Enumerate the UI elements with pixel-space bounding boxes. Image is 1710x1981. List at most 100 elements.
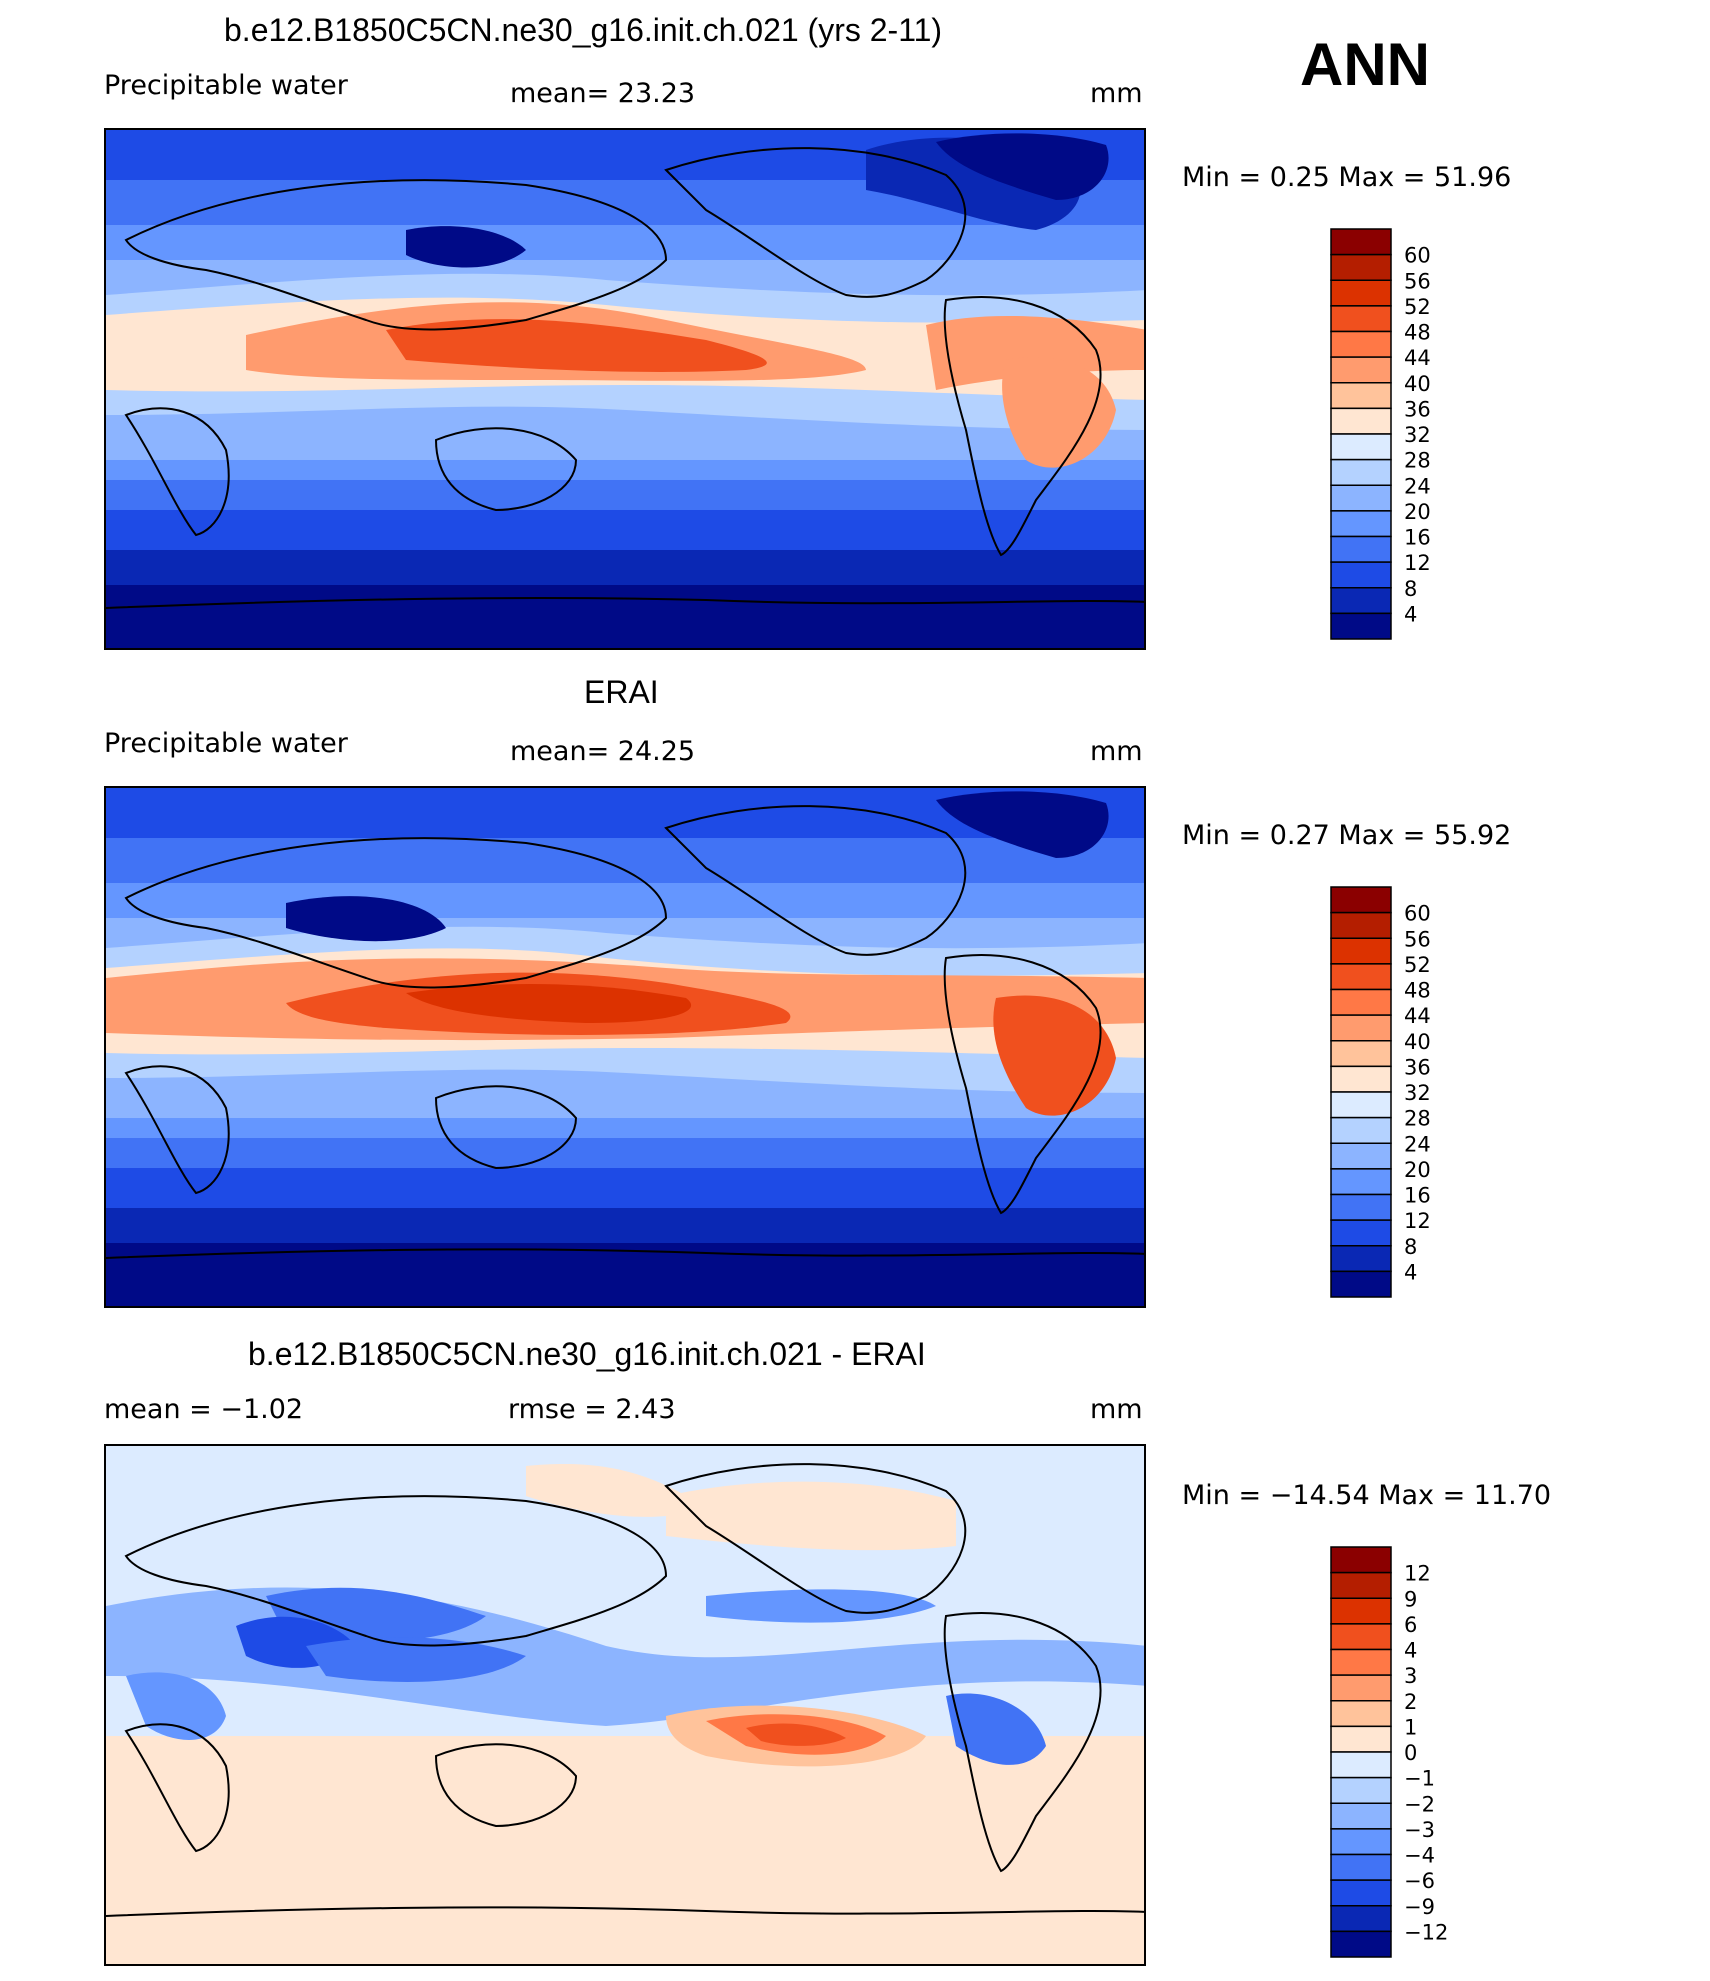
colorbar-tick-label: 12 (1404, 1562, 1431, 1586)
panel-1-minmax: Min = 0.25 Max = 51.96 (1182, 162, 1512, 193)
colorbar-tick-label: −4 (1404, 1844, 1435, 1868)
colorbar-tick-label: 56 (1404, 927, 1431, 951)
colorbar-tick-label: 12 (1404, 551, 1431, 575)
colorbar-tick-label: 6 (1404, 1613, 1417, 1637)
panel-2-minmax: Min = 0.27 Max = 55.92 (1182, 820, 1512, 851)
colorbar-tick-label: 44 (1404, 346, 1431, 370)
panel-2-variable-label: Precipitable water (104, 728, 348, 759)
panel-3-field-plot (106, 1446, 1144, 1964)
colorbar-swatch (1330, 1270, 1392, 1298)
colorbar-swatch (1330, 279, 1392, 307)
colorbar-tick-label: 32 (1404, 423, 1431, 447)
colorbar-tick-label: −2 (1404, 1792, 1435, 1816)
colorbar-tick-label: 16 (1404, 1184, 1431, 1208)
colorbar-tick-label: 44 (1404, 1004, 1431, 1028)
colorbar-swatch (1330, 1853, 1392, 1881)
colorbar-swatch (1330, 535, 1392, 563)
colorbar-swatch (1330, 228, 1392, 256)
colorbar-swatch (1330, 1219, 1392, 1247)
colorbar-tick-label: −1 (1404, 1767, 1435, 1791)
panel-1-title: b.e12.B1850C5CN.ne30_g16.init.ch.021 (yr… (224, 12, 943, 48)
colorbar-swatch (1330, 937, 1392, 965)
panel-2-units-label: mm (1090, 736, 1143, 767)
panel-2-mean-label: mean= 24.25 (510, 736, 696, 767)
colorbar-swatch (1330, 484, 1392, 512)
colorbar-tick-label: 8 (1404, 1235, 1417, 1259)
colorbar-tick-label: 24 (1404, 474, 1431, 498)
colorbar-swatch (1330, 433, 1392, 461)
panel-3-rmse-label: rmse = 2.43 (508, 1394, 676, 1425)
colorbar-swatch (1330, 458, 1392, 486)
colorbar-tick-label: 52 (1404, 295, 1431, 319)
colorbar-tick-label: −3 (1404, 1818, 1435, 1842)
colorbar-tick-label: 1 (1404, 1715, 1417, 1739)
panel-2-colorbar: 60 56 52 48 44 40 36 32 28 24 20 16 12 8 4 (1330, 886, 1450, 1298)
colorbar-tick-label: 0 (1404, 1741, 1417, 1765)
colorbar-tick-label: 9 (1404, 1587, 1417, 1611)
colorbar-swatch (1330, 1700, 1392, 1728)
colorbar-tick-label: 4 (1404, 1260, 1417, 1284)
panel-2-title: ERAI (584, 674, 659, 710)
colorbar-swatch (1330, 1065, 1392, 1093)
colorbar-tick-label: −6 (1404, 1869, 1435, 1893)
colorbar-swatch (1330, 911, 1392, 939)
colorbar-tick-label: 36 (1404, 1055, 1431, 1079)
colorbar-swatch (1330, 382, 1392, 410)
panel-1-map (104, 128, 1146, 650)
colorbar-swatch (1330, 1623, 1392, 1651)
colorbar-swatch (1330, 963, 1392, 991)
colorbar-swatch (1330, 1751, 1392, 1779)
panel-3-minmax: Min = −14.54 Max = 11.70 (1182, 1480, 1552, 1511)
panel-2-map (104, 786, 1146, 1308)
panel-1-mean-label: mean= 23.23 (510, 78, 696, 109)
colorbar-swatch (1330, 1091, 1392, 1119)
colorbar-swatch (1330, 330, 1392, 358)
panel-3-colorbar: 12 9 6 4 3 2 1 0 −1 −2 −3 −4 −6 −9 −12 (1330, 1546, 1450, 1958)
colorbar-swatch (1330, 612, 1392, 640)
colorbar-swatch (1330, 1014, 1392, 1042)
colorbar-swatch (1330, 407, 1392, 435)
colorbar-tick-label: 24 (1404, 1132, 1431, 1156)
colorbar-swatch (1330, 886, 1392, 914)
panel-1-field-plot (106, 130, 1144, 648)
colorbar-tick-label: 3 (1404, 1664, 1417, 1688)
colorbar-tick-label: 16 (1404, 526, 1431, 550)
panel-2-field-plot (106, 788, 1144, 1306)
colorbar-swatch (1330, 356, 1392, 384)
colorbar-tick-label: 36 (1404, 397, 1431, 421)
season-label: ANN (1300, 31, 1430, 98)
colorbar-swatch (1330, 1597, 1392, 1625)
colorbar-tick-label: 8 (1404, 577, 1417, 601)
panel-1-units-label: mm (1090, 78, 1143, 109)
colorbar-tick-label: −9 (1404, 1895, 1435, 1919)
colorbar-tick-label: 60 (1404, 902, 1431, 926)
colorbar-swatch (1330, 1245, 1392, 1273)
colorbar-tick-label: −12 (1404, 1920, 1448, 1944)
colorbar-swatch (1330, 1040, 1392, 1068)
colorbar-tick-label: 20 (1404, 500, 1431, 524)
panel-1-variable-label: Precipitable water (104, 70, 348, 101)
colorbar-swatch (1330, 253, 1392, 281)
colorbar-tick-label: 28 (1404, 1107, 1431, 1131)
colorbar-swatch (1330, 1142, 1392, 1170)
panel-1-colorbar: 60 56 52 48 44 40 36 32 28 24 20 16 12 8 4 (1330, 228, 1450, 640)
colorbar-swatch (1330, 1193, 1392, 1221)
colorbar-tick-label: 28 (1404, 449, 1431, 473)
colorbar-tick-label: 40 (1404, 1030, 1431, 1054)
panel-3-title: b.e12.B1850C5CN.ne30_g16.init.ch.021 - E… (248, 1336, 926, 1372)
colorbar-tick-label: 32 (1404, 1081, 1431, 1105)
colorbar-tick-label: 12 (1404, 1209, 1431, 1233)
colorbar-swatch (1330, 1674, 1392, 1702)
colorbar-swatch (1330, 1571, 1392, 1599)
colorbar-swatch (1330, 1905, 1392, 1933)
colorbar-swatch (1330, 1648, 1392, 1676)
colorbar-swatch (1330, 988, 1392, 1016)
colorbar-swatch (1330, 561, 1392, 589)
colorbar-swatch (1330, 1930, 1392, 1958)
colorbar-swatch (1330, 1879, 1392, 1907)
colorbar-swatch (1330, 1802, 1392, 1830)
colorbar-swatch (1330, 1116, 1392, 1144)
